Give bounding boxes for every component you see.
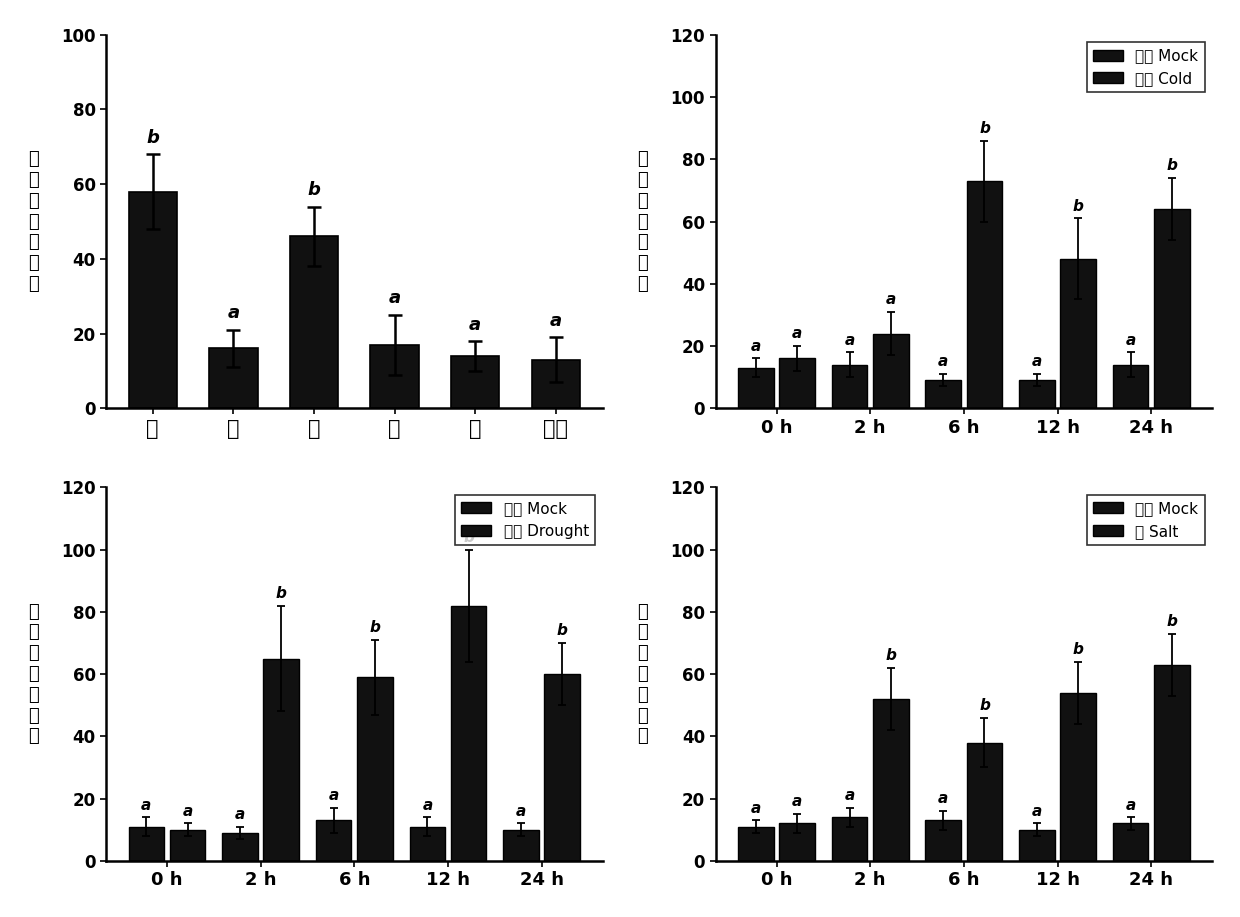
Text: b: b: [308, 181, 320, 199]
Text: a: a: [1032, 354, 1042, 370]
Bar: [925, 381, 961, 408]
Text: b: b: [885, 648, 897, 663]
Bar: [451, 356, 500, 408]
Bar: [1154, 209, 1189, 408]
Bar: [738, 368, 774, 408]
Text: a: a: [885, 293, 897, 307]
Text: a: a: [844, 333, 854, 348]
Bar: [967, 181, 1002, 408]
Y-axis label: 基
因
相
对
表
达
量: 基 因 相 对 表 达 量: [29, 150, 38, 293]
Bar: [451, 605, 486, 861]
Text: a: a: [141, 798, 151, 812]
Bar: [409, 826, 445, 861]
Text: a: a: [1126, 798, 1136, 812]
Text: a: a: [469, 315, 481, 334]
Bar: [503, 830, 539, 861]
Bar: [1019, 381, 1055, 408]
Text: b: b: [557, 624, 568, 638]
Bar: [967, 743, 1002, 861]
Bar: [316, 821, 351, 861]
Bar: [357, 677, 393, 861]
Legend: 对照 Mock, 干旱 Drought: 对照 Mock, 干旱 Drought: [455, 495, 595, 545]
Text: b: b: [980, 121, 990, 136]
Bar: [210, 348, 258, 408]
Text: b: b: [464, 530, 474, 545]
Y-axis label: 基
因
相
对
表
达
量: 基 因 相 对 表 达 量: [637, 150, 649, 293]
Bar: [832, 817, 868, 861]
Text: b: b: [980, 698, 990, 713]
Bar: [263, 658, 299, 861]
Text: b: b: [1073, 642, 1084, 657]
Bar: [873, 334, 909, 408]
Y-axis label: 基
因
相
对
表
达
量: 基 因 相 对 表 达 量: [27, 602, 38, 746]
Bar: [832, 365, 868, 408]
Bar: [129, 192, 177, 408]
Text: b: b: [1167, 614, 1177, 629]
Bar: [780, 823, 815, 861]
Bar: [544, 674, 580, 861]
Legend: 对照 Mock, 盐 Salt: 对照 Mock, 盐 Salt: [1086, 495, 1204, 545]
Text: a: a: [844, 789, 854, 803]
Text: a: a: [1126, 333, 1136, 348]
Legend: 对照 Mock, 低温 Cold: 对照 Mock, 低温 Cold: [1086, 42, 1204, 93]
Text: a: a: [792, 326, 802, 341]
Text: a: a: [792, 794, 802, 810]
Text: b: b: [275, 586, 286, 601]
Bar: [873, 699, 909, 861]
Text: a: a: [750, 801, 761, 816]
Text: a: a: [750, 338, 761, 354]
Bar: [129, 826, 164, 861]
Bar: [925, 821, 961, 861]
Bar: [532, 359, 580, 408]
Bar: [1060, 692, 1096, 861]
Text: a: a: [227, 304, 239, 323]
Bar: [371, 345, 419, 408]
Bar: [780, 359, 815, 408]
Text: a: a: [939, 791, 949, 806]
Y-axis label: 基
因
相
对
表
达
量: 基 因 相 对 表 达 量: [637, 602, 649, 746]
Bar: [1019, 830, 1055, 861]
Text: b: b: [1073, 199, 1084, 214]
Text: a: a: [329, 789, 339, 803]
Bar: [222, 833, 258, 861]
Bar: [1154, 665, 1189, 861]
Text: b: b: [146, 128, 159, 147]
Text: a: a: [423, 798, 433, 812]
Bar: [1060, 259, 1096, 408]
Bar: [1112, 823, 1148, 861]
Text: b: b: [370, 620, 381, 635]
Bar: [738, 826, 774, 861]
Text: a: a: [182, 804, 192, 819]
Text: a: a: [516, 804, 526, 819]
Text: a: a: [1032, 804, 1042, 819]
Text: a: a: [549, 312, 562, 330]
Bar: [290, 237, 339, 408]
Text: a: a: [939, 354, 949, 370]
Bar: [170, 830, 206, 861]
Text: b: b: [1167, 159, 1177, 173]
Text: a: a: [388, 290, 401, 307]
Text: a: a: [234, 807, 246, 822]
Bar: [1112, 365, 1148, 408]
